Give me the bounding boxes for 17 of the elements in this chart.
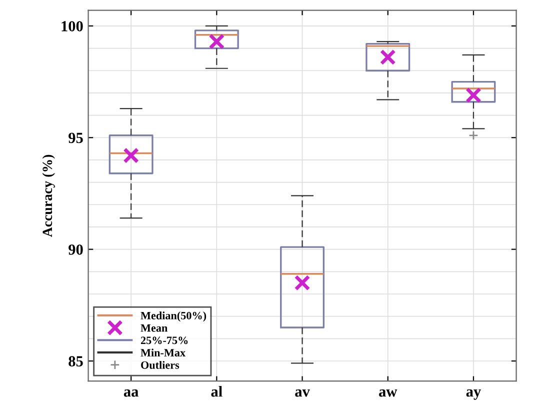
y-axis-title: Accuracy (%) bbox=[42, 154, 55, 238]
point bbox=[294, 274, 310, 291]
x-tick-label: ay bbox=[466, 389, 481, 400]
x-tick-label: aa bbox=[124, 389, 138, 397]
y-tick-label: 95 bbox=[68, 132, 83, 144]
y-tick-label: 90 bbox=[68, 244, 83, 255]
annotation: Median(50%) bbox=[140, 312, 206, 322]
x-tick-label: av bbox=[295, 389, 310, 397]
point bbox=[468, 130, 478, 140]
legend-label: Mean bbox=[140, 324, 168, 332]
legend-label: Outliers bbox=[141, 361, 180, 369]
y-tick-label: 85 bbox=[68, 356, 83, 366]
legend-label: 25%-75% bbox=[140, 336, 188, 344]
annotation: Min-Max bbox=[140, 348, 186, 356]
y-tick-label: 100 bbox=[62, 21, 83, 32]
x-tick-label: aw bbox=[379, 389, 398, 397]
x-tick-label: al bbox=[211, 386, 222, 397]
